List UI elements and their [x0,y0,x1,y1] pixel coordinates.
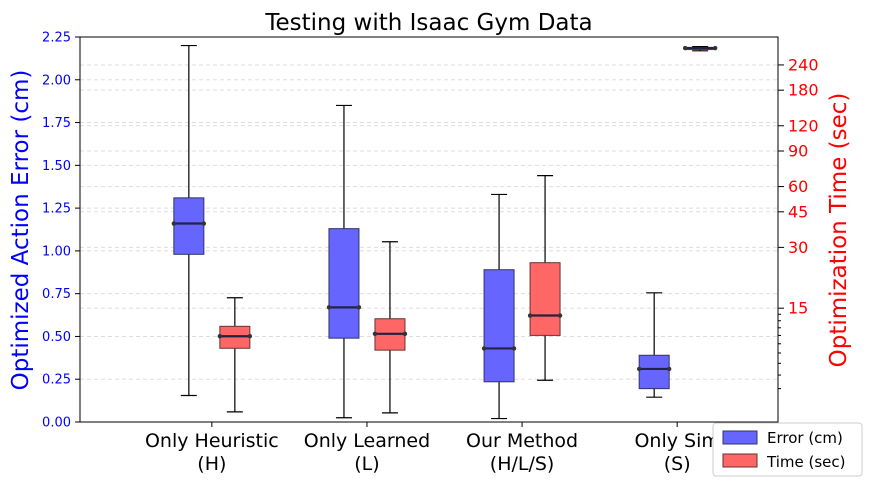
left-tick-label: 0.00 [42,416,71,431]
time-box-4 [682,45,718,52]
left-tick-label: 2.00 [42,73,71,88]
time-box-2 [372,241,408,414]
error-box-4 [636,292,672,398]
iqr-box [638,354,670,390]
median-dot-right [402,331,408,337]
category-label: Only Heuristic [145,430,279,452]
time-box-1 [217,297,253,413]
left-tick-label: 1.50 [42,159,71,174]
left-tick-label: 1.75 [42,116,71,131]
median-dot-left [171,221,177,226]
left-tick-label: 1.25 [42,202,71,217]
right-tick-label: 30 [788,238,808,257]
median-dot-left [682,45,688,51]
category-label: Only Sim [634,430,719,452]
category-sublabel: (S) [664,453,691,475]
iqr-box [483,269,515,383]
left-tick-label: 1.00 [42,244,71,259]
left-tick-label: 0.75 [42,287,71,302]
right-tick-label: 15 [788,299,808,318]
error-box-3 [481,193,517,420]
legend-swatch-error [722,430,758,445]
left-tick-label: 0.25 [42,373,71,388]
iqr-box [328,228,360,339]
category-label: Our Method [466,430,578,452]
plot-frame [79,36,779,423]
median-dot-right [201,221,207,226]
legend-label-time: Time (sec) [766,453,845,471]
median-dot-right [247,334,253,339]
boxes [171,44,718,420]
right-tick-label: 90 [788,141,808,160]
right-tick-label: 120 [788,116,819,135]
error-box-2 [326,104,362,419]
category-sublabel: (L) [354,453,379,475]
median-dot-right [712,45,718,51]
median-dot-left [326,305,332,310]
right-axis: 15 30 45 60 90 120 180 240 [778,55,819,390]
category-sublabel: (H/L/S) [490,453,555,475]
median-dot-right [356,305,362,310]
error-box-1 [171,44,207,397]
category-sublabel: (H) [197,453,226,475]
right-tick-label: 60 [788,177,808,196]
median-dot-left [636,366,642,372]
left-tick-label: 0.50 [42,330,71,345]
iqr-box [529,262,561,336]
time-box-3 [527,174,563,381]
right-axis-label: Optimization Time (sec) [826,93,852,368]
legend: Error (cm) Time (sec) [712,422,863,477]
median-dot-right [557,313,563,318]
left-axis: 0.00 0.25 0.50 0.75 1.00 1.25 1.50 1.75 2.00 2.25 [42,31,80,431]
category-axis: Only Heuristic(H) Only Learned(L) Our Meth… [145,422,720,475]
left-axis-label: Optimized Action Error (cm) [8,70,34,391]
right-tick-label: 45 [788,202,808,221]
legend-swatch-time [722,453,758,468]
iqr-box [173,197,205,255]
legend-label-error: Error (cm) [767,429,843,447]
median-dot-right [511,346,517,351]
left-tick-label: 2.25 [42,31,71,46]
grid-lines [80,64,778,380]
median-dot-right [666,366,672,372]
median-dot-left [372,331,378,337]
median-dot-left [527,313,533,318]
chart-title: Testing with Isaac Gym Data [264,10,592,36]
right-tick-label: 180 [788,81,819,100]
median-dot-left [481,346,487,351]
right-tick-label: 240 [788,55,819,74]
category-label: Only Learned [304,430,430,452]
median-dot-left [217,334,223,339]
